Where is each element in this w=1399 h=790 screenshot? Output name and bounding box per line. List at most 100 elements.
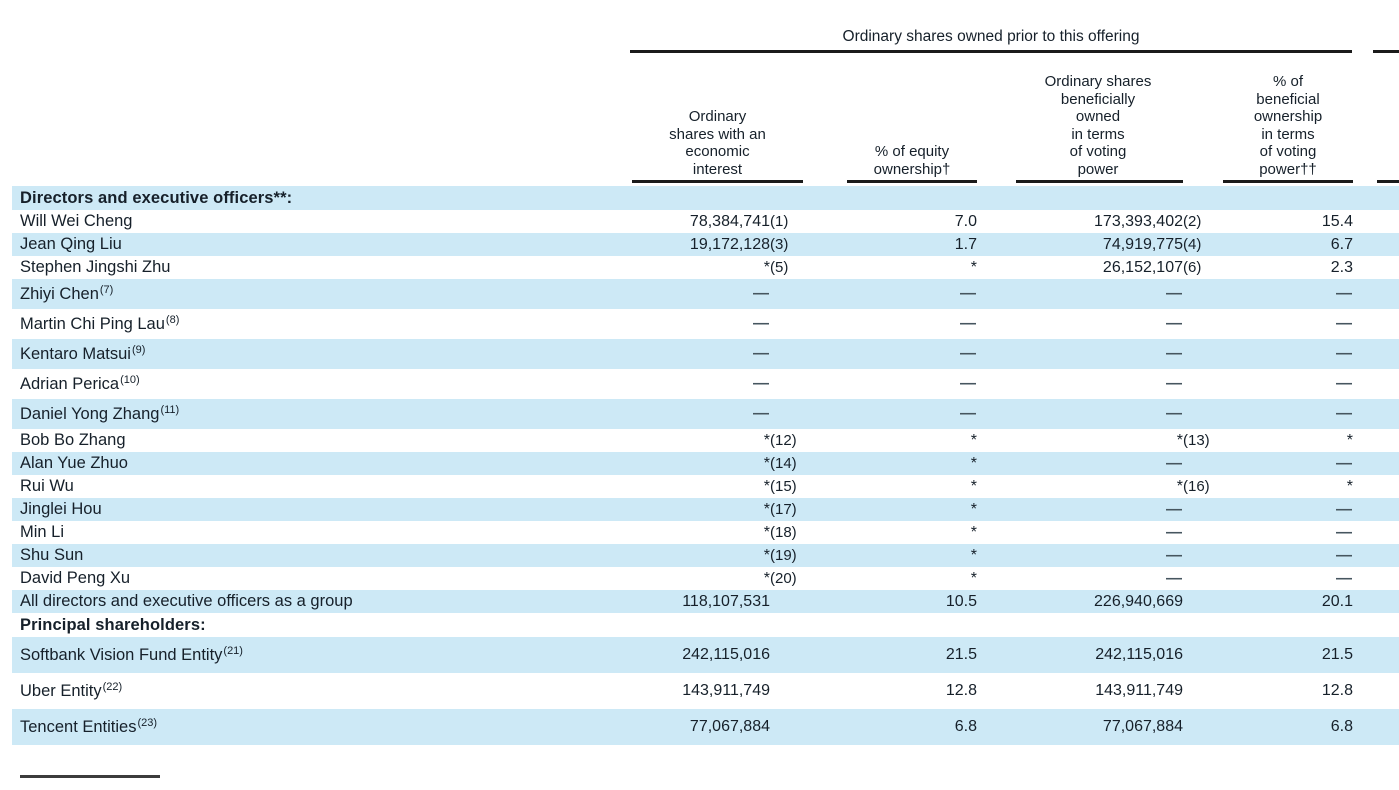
row-label: Rui Wu — [20, 477, 74, 495]
column-header-voting-shares: Ordinary shares beneficially owned in te… — [1044, 73, 1152, 178]
table-row: Daniel Yong Zhang(11) — — — — — [12, 399, 1399, 429]
table-row: Martin Chi Ping Lau(8) — — — — — [12, 309, 1399, 339]
cell-value: * — [970, 569, 977, 587]
row-label: Will Wei Cheng — [20, 212, 133, 230]
name-cell: Shu Sun — [12, 546, 630, 565]
value-cell-c1: * (19) — [630, 547, 803, 565]
name-cell: Principal shareholders: — [12, 616, 630, 635]
footnote-ref: (21) — [223, 644, 243, 657]
value-cell-c4: — — [1217, 547, 1353, 565]
cell-value: — — [1166, 345, 1183, 362]
value-cell-c1: — — [630, 315, 803, 333]
footnote-ref: (16) — [1183, 477, 1210, 495]
value-cell-c1: — — [630, 405, 803, 423]
cell-value: — — [960, 345, 977, 362]
name-cell: Daniel Yong Zhang(11) — [12, 404, 630, 424]
cell-value: * — [763, 569, 770, 587]
name-cell: Bob Bo Zhang — [12, 431, 630, 450]
row-label: Bob Bo Zhang — [20, 431, 126, 449]
value-cell-c2: 7.0 — [803, 213, 977, 231]
footnote-ref: (23) — [137, 716, 158, 729]
name-cell: Adrian Perica(10) — [12, 374, 630, 394]
footnote-ref: (1) — [770, 212, 789, 230]
cell-value: 15.4 — [1321, 212, 1353, 230]
row-label: Uber Entity — [20, 681, 102, 700]
cell-value: — — [1166, 375, 1183, 392]
cell-value: — — [1166, 523, 1183, 541]
cell-value: — — [1166, 315, 1183, 332]
cell-value: 77,067,884 — [689, 718, 770, 735]
table-row: Kentaro Matsui(9) — — — — — [12, 339, 1399, 369]
table-row: Alan Yue Zhuo * (14) * — — — [12, 452, 1399, 475]
cell-value: * — [970, 523, 977, 541]
footnote-ref: (6) — [1183, 258, 1202, 276]
spanning-header-rule-partial — [1373, 50, 1399, 53]
cell-value: — — [1166, 285, 1183, 302]
cell-value: 19,172,128 — [689, 235, 770, 253]
value-cell-c2: * — [803, 259, 977, 277]
table-row: Uber Entity(22) 143,911,749 12.8 143,911,74… — [12, 673, 1399, 709]
table-row: Adrian Perica(10) — — — — — [12, 369, 1399, 399]
value-cell-c3: — — [977, 524, 1217, 542]
value-cell-c4: * — [1217, 432, 1353, 450]
section-header-row: Principal shareholders: — [12, 613, 1399, 637]
value-cell-c4: 6.8 — [1217, 718, 1353, 736]
value-cell-c1: 143,911,749 — [630, 682, 803, 700]
cell-value: 2.3 — [1330, 258, 1353, 276]
cell-value: — — [960, 405, 977, 422]
value-cell-c2: * — [803, 478, 977, 496]
row-label: Min Li — [20, 523, 65, 541]
name-cell: Jean Qing Liu — [12, 235, 630, 254]
cell-value: — — [960, 315, 977, 332]
cell-value: * — [763, 546, 770, 564]
value-cell-c4: * — [1217, 478, 1353, 496]
value-cell-c4: 6.7 — [1217, 236, 1353, 254]
name-cell: Softbank Vision Fund Entity(21) — [12, 644, 630, 665]
cell-value: — — [1166, 500, 1183, 518]
value-cell-c3: 77,067,884 — [977, 718, 1217, 736]
value-cell-c2: 12.8 — [803, 682, 977, 700]
cell-value: 6.8 — [954, 718, 977, 735]
cell-value: 21.5 — [1321, 646, 1353, 663]
value-cell-c2: — — [803, 345, 977, 363]
name-cell: Uber Entity(22) — [12, 681, 630, 701]
value-cell-c3: — — [977, 570, 1217, 588]
name-cell: David Peng Xu — [12, 569, 630, 588]
cell-value: * — [763, 500, 770, 518]
value-cell-c1: 78,384,741 (1) — [630, 213, 803, 231]
cell-value: — — [1166, 546, 1183, 564]
value-cell-c4: — — [1217, 315, 1353, 333]
value-cell-c2: * — [803, 455, 977, 473]
cell-value: 242,115,016 — [682, 646, 770, 663]
name-cell: Will Wei Cheng — [12, 212, 630, 231]
cell-value: 21.5 — [945, 646, 977, 663]
footnote-ref: (7) — [99, 283, 114, 296]
cell-value: * — [1176, 431, 1183, 449]
row-label: Shu Sun — [20, 546, 84, 564]
footnote-ref: (19) — [770, 546, 797, 564]
value-cell-c4: — — [1217, 375, 1353, 393]
value-cell-c1: * (5) — [630, 259, 803, 277]
value-cell-c3: 143,911,749 — [977, 682, 1217, 700]
value-cell-c1: — — [630, 375, 803, 393]
cell-value: * — [970, 477, 977, 495]
cell-value: 12.8 — [1321, 682, 1353, 699]
value-cell-c3: — — [977, 315, 1217, 333]
footnote-ref: (12) — [770, 431, 797, 449]
row-label: David Peng Xu — [20, 569, 131, 587]
cell-value: 26,152,107 — [1102, 258, 1183, 276]
row-label: All directors and executive officers as … — [20, 592, 353, 610]
column-rule-partial — [1377, 180, 1399, 183]
name-cell: All directors and executive officers as … — [12, 592, 630, 611]
footnote-ref: (18) — [770, 523, 797, 541]
value-cell-c1: 118,107,531 — [630, 593, 803, 611]
table-row: Bob Bo Zhang * (12) * * (13) * — [12, 429, 1399, 452]
row-label: Jean Qing Liu — [20, 235, 122, 253]
cell-value: 77,067,884 — [1102, 718, 1183, 735]
cell-value: — — [1336, 523, 1353, 541]
cell-value: — — [753, 375, 770, 392]
column-rule-3 — [1016, 180, 1183, 183]
cell-value: — — [1336, 375, 1353, 392]
value-cell-c3: — — [977, 405, 1217, 423]
value-cell-c2: — — [803, 405, 977, 423]
